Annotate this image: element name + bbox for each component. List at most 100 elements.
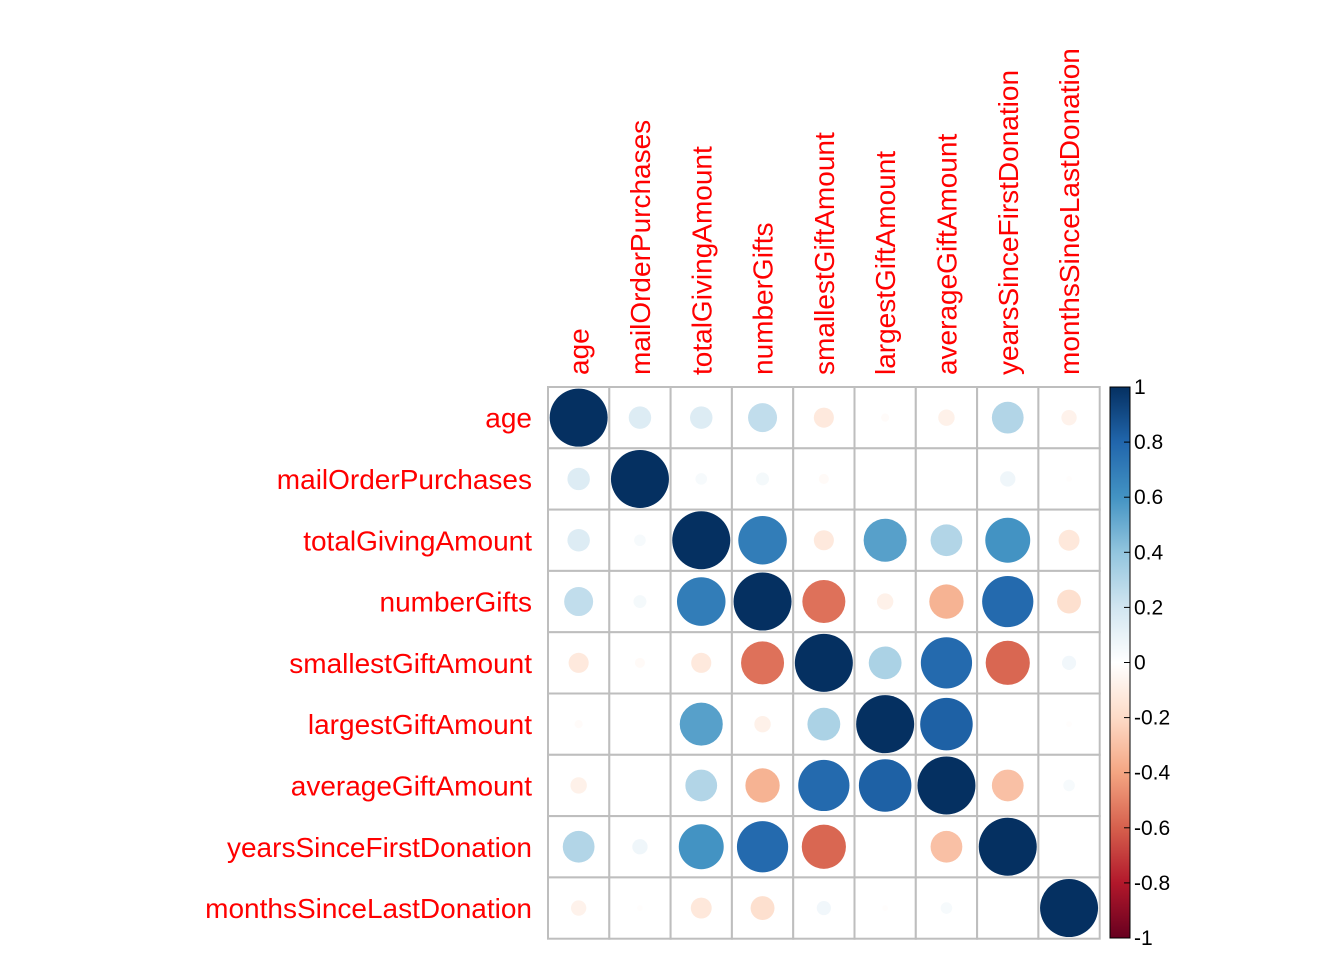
row-label: smallestGiftAmount — [289, 648, 532, 679]
correlation-circle — [1061, 655, 1077, 670]
correlation-circle — [690, 406, 713, 429]
row-label: numberGifts — [380, 587, 533, 618]
correlation-circle — [1066, 721, 1072, 728]
correlation-circle — [685, 769, 718, 802]
correlation-circle — [750, 896, 775, 921]
row-label: yearsSinceFirstDonation — [227, 832, 532, 863]
correlation-circle — [745, 768, 780, 803]
correlation-circle — [920, 697, 973, 751]
matrix-cell — [608, 692, 672, 756]
column-label: mailOrderPurchases — [625, 120, 656, 375]
column-label: age — [564, 328, 595, 375]
row-label: mailOrderPurchases — [277, 464, 532, 495]
correlation-circle — [1066, 476, 1072, 482]
correlation-circle — [868, 646, 902, 680]
correlation-circle — [881, 413, 890, 422]
column-label: largestGiftAmount — [870, 151, 901, 375]
matrix-cell — [976, 386, 1040, 450]
correlation-circle — [1057, 589, 1082, 614]
row-label: age — [485, 403, 532, 434]
correlation-circle — [676, 577, 726, 626]
colorbar-tick-label: -1 — [1134, 927, 1153, 950]
correlation-circle — [672, 511, 731, 570]
matrix-cell — [853, 447, 917, 511]
row-label: largestGiftAmount — [308, 709, 532, 740]
colorbar-tick-label: 0.2 — [1134, 596, 1163, 619]
correlation-circle — [985, 517, 1031, 563]
correlation-circle — [678, 824, 724, 870]
correlation-circle — [982, 575, 1034, 628]
correlation-circle — [978, 817, 1037, 876]
correlation-circle — [736, 821, 789, 873]
correlation-circle — [738, 515, 787, 565]
colorbar-tick-label: -0.6 — [1134, 817, 1170, 840]
correlation-circle — [863, 518, 907, 562]
correlation-circle — [748, 403, 778, 433]
correlation-circle — [818, 473, 829, 484]
column-label: totalGivingAmount — [686, 146, 717, 375]
correlation-circle — [634, 657, 645, 668]
colorbar-tick-label: 0.6 — [1134, 486, 1163, 509]
correlation-circle — [1000, 471, 1016, 487]
correlation-circle — [610, 449, 669, 508]
correlation-circle — [628, 406, 652, 429]
correlation-circle — [882, 905, 889, 911]
correlation-circle — [1063, 779, 1075, 792]
correlation-circle — [741, 641, 785, 685]
correlation-circle — [632, 839, 648, 855]
matrix-cell — [1037, 815, 1101, 879]
correlation-circle — [570, 900, 587, 916]
correlation-circle — [633, 595, 647, 609]
column-label: averageGiftAmount — [931, 134, 962, 375]
correlation-circle — [794, 633, 853, 692]
correlation-circle — [938, 409, 955, 426]
column-label: smallestGiftAmount — [809, 132, 840, 375]
correlation-circle — [813, 530, 834, 551]
colorbar-tick-label: 0 — [1134, 652, 1146, 675]
correlation-circle — [567, 529, 590, 552]
correlation-circle — [679, 702, 723, 746]
correlation-circle — [549, 388, 608, 447]
correlation-circle — [917, 756, 976, 815]
correlation-circle — [807, 707, 841, 741]
matrix-cell — [792, 876, 856, 940]
row-label: totalGivingAmount — [303, 525, 532, 556]
correlation-circle — [813, 407, 834, 428]
matrix-cell — [914, 447, 979, 511]
matrix-cell — [976, 876, 1040, 940]
correlation-circle — [733, 572, 792, 631]
correlation-circle — [801, 824, 846, 869]
correlation-circle — [695, 473, 708, 485]
row-label: monthsSinceLastDonation — [205, 893, 532, 924]
correlation-circle — [940, 902, 953, 914]
correlation-circle — [920, 637, 973, 689]
column-label: yearsSinceFirstDonation — [993, 70, 1024, 375]
column-label: numberGifts — [748, 223, 779, 376]
correlation-circle — [985, 640, 1030, 685]
column-label: monthsSinceLastDonation — [1054, 48, 1085, 375]
colorbar-tick-label: 1 — [1134, 376, 1146, 399]
matrix-cell — [853, 815, 917, 879]
colorbar-tick-label: 0.4 — [1134, 541, 1164, 564]
correlation-circle — [754, 715, 771, 733]
correlation-circle — [1040, 879, 1099, 938]
colorbar-tick-label: 0.8 — [1134, 431, 1163, 454]
correlation-circle — [856, 695, 915, 754]
colorbar-legend: 1 0.8 0.6 0.4 0.2 0 -0.2 -0.4 -0.6 -0.8 -1 — [1109, 376, 1171, 950]
correlation-circle — [691, 652, 712, 673]
correlation-circle — [876, 593, 894, 610]
correlation-circle — [570, 777, 587, 794]
correlation-circle — [562, 830, 595, 863]
colorbar-tick-label: -0.2 — [1134, 707, 1170, 730]
column-labels: age mailOrderPurchases totalGivingAmount nu… — [564, 48, 1085, 375]
correlation-circle — [634, 534, 646, 547]
matrix-cell — [976, 692, 1040, 756]
matrix-cell — [792, 447, 856, 511]
correlation-circle — [756, 472, 770, 486]
correlation-circle — [991, 401, 1024, 434]
correlation-circle — [930, 830, 963, 863]
correlation-circle — [1058, 529, 1080, 551]
colorbar-tick-label: -0.8 — [1134, 872, 1170, 895]
colorbar-gradient — [1110, 387, 1130, 938]
